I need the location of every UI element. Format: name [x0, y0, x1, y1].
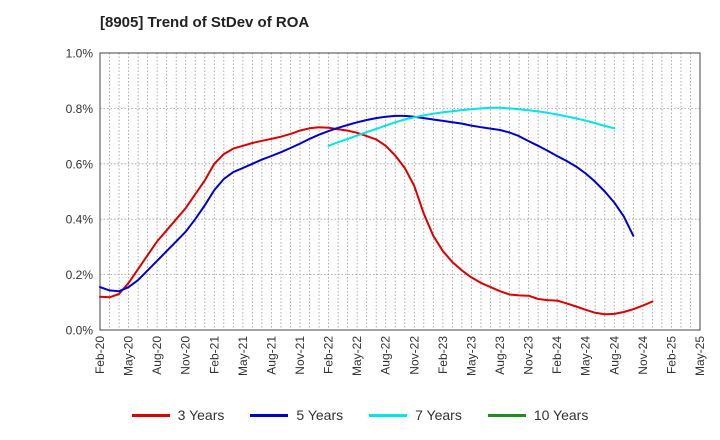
chart-title: [8905] Trend of StDev of ROA [100, 14, 310, 31]
y-tick-label: 0.2% [66, 268, 94, 282]
axis-layer [99, 52, 701, 331]
x-tick-label: Feb-25 [664, 336, 678, 374]
legend-label: 7 Years [415, 407, 462, 423]
x-tick-label: May-25 [693, 336, 707, 376]
series-layer [99, 106, 654, 316]
legend-item: 5 Years [250, 407, 343, 423]
legend-swatch [131, 413, 170, 417]
x-tick-label: Aug-24 [607, 336, 621, 375]
x-tick-label: Feb-20 [93, 336, 107, 374]
legend-item: 3 Years [131, 407, 225, 423]
legend-item: 10 Years [487, 407, 589, 423]
legend-swatch [487, 413, 526, 417]
x-tick-label: Nov-20 [179, 336, 193, 375]
series-line-3-years [99, 126, 654, 316]
legend: 3 Years 5 Years 7 Years 10 Years [0, 404, 720, 426]
x-tick-label: Nov-24 [636, 336, 650, 375]
x-tick-label: Feb-22 [322, 336, 336, 374]
x-tick-label: May-23 [464, 336, 478, 376]
y-tick-label: 0.6% [66, 157, 94, 171]
legend-swatch [250, 413, 289, 417]
x-tick-label: Aug-22 [379, 336, 393, 375]
x-tick-label: May-24 [579, 336, 593, 376]
legend-label: 10 Years [533, 407, 589, 423]
x-tick-label: Feb-21 [207, 336, 221, 374]
x-tick-label: Nov-23 [522, 336, 536, 375]
series-line-7-years [327, 106, 616, 147]
label-layer: 0.0% 0.2% 0.4% 0.6% 0.8% 1.0% Feb-20 May-20 Aug-… [66, 47, 707, 377]
grid-layer [100, 52, 700, 330]
plot-frame [99, 52, 701, 331]
x-tick-label: Aug-21 [264, 336, 278, 375]
legend-swatch [369, 413, 408, 417]
x-tick-label: Feb-24 [550, 336, 564, 374]
x-tick-label: May-20 [122, 336, 136, 376]
x-tick-label: Aug-20 [150, 336, 164, 375]
y-tick-label: 0.8% [66, 102, 94, 116]
x-tick-label: Feb-23 [436, 336, 450, 374]
x-tick-label: May-22 [350, 336, 364, 376]
legend-label: 3 Years [177, 407, 225, 423]
legend-item: 7 Years [369, 407, 462, 423]
x-tick-label: Nov-22 [407, 336, 421, 375]
legend-label: 5 Years [296, 407, 344, 423]
y-tick-label: 0.0% [66, 324, 94, 338]
x-tick-label: Aug-23 [493, 336, 507, 375]
series-line-5-years [99, 114, 635, 293]
y-tick-label: 0.4% [66, 213, 94, 227]
x-tick-label: Nov-21 [293, 336, 307, 375]
x-tick-label: May-21 [236, 336, 250, 376]
y-tick-label: 1.0% [66, 47, 94, 61]
